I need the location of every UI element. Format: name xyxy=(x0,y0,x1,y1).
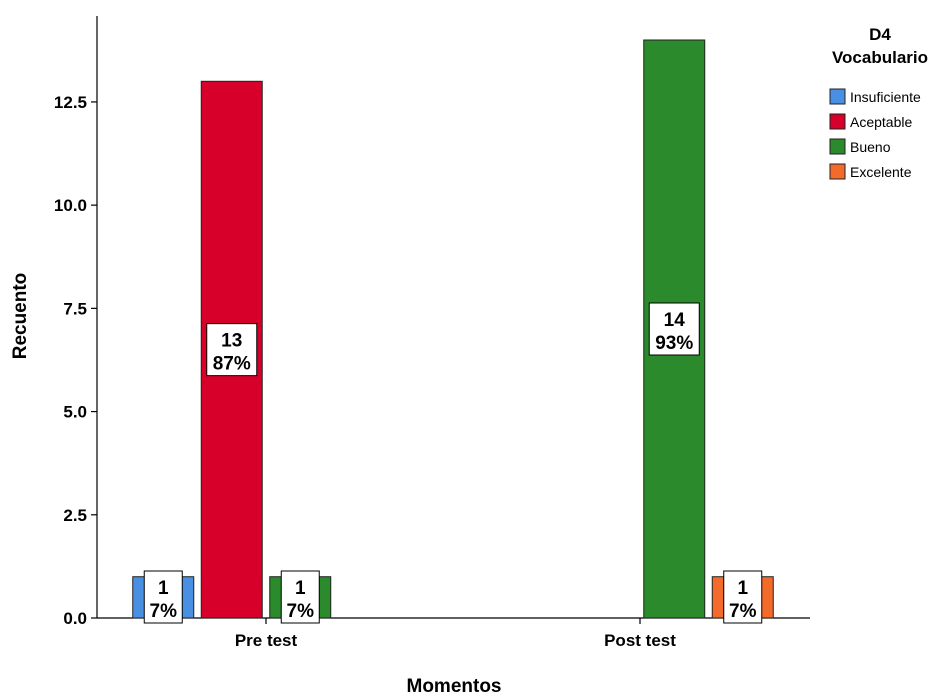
y-tick-label: 0.0 xyxy=(63,609,87,628)
legend-label-insuficiente: Insuficiente xyxy=(850,89,921,105)
y-tick-label: 2.5 xyxy=(63,506,87,525)
legend-swatch-aceptable xyxy=(829,113,846,130)
legend-swatch-insuficiente xyxy=(829,88,846,105)
data-label-count: 14 xyxy=(664,310,686,331)
x-ticks: Pre test Post test xyxy=(235,618,676,650)
y-tick-label: 7.5 xyxy=(63,299,87,318)
data-label-count: 13 xyxy=(221,331,242,352)
data-label-count: 1 xyxy=(158,578,169,599)
legend: D4 Vocabulario Insuficiente Aceptable Buen… xyxy=(829,25,928,180)
data-label-box xyxy=(648,302,700,356)
legend-label-aceptable: Aceptable xyxy=(850,114,912,130)
data-label-count: 1 xyxy=(295,578,306,599)
data-label-count: 1 xyxy=(737,578,748,599)
y-tick-label: 5.0 xyxy=(63,403,87,422)
legend-title-line2: Vocabulario xyxy=(832,48,928,67)
y-axis-label: Recuento xyxy=(10,273,31,360)
data-label-box xyxy=(280,570,320,624)
data-label-percent: 7% xyxy=(729,601,757,622)
x-tick-label: Post test xyxy=(604,631,676,650)
data-label-percent: 87% xyxy=(213,354,251,375)
y-ticks: 0.0 2.5 5.0 7.5 10.0 12.5 xyxy=(54,93,97,628)
x-axis-label: Momentos xyxy=(407,676,502,697)
y-tick-label: 12.5 xyxy=(54,93,87,112)
legend-label-bueno: Bueno xyxy=(850,139,891,155)
legend-swatch-bueno xyxy=(829,138,846,155)
x-tick-label: Pre test xyxy=(235,631,298,650)
legend-label-excelente: Excelente xyxy=(850,164,912,180)
data-label-percent: 7% xyxy=(150,601,178,622)
data-label-box xyxy=(143,570,183,624)
data-label-percent: 7% xyxy=(287,601,315,622)
data-label-box xyxy=(206,323,258,377)
legend-title-line1: D4 xyxy=(869,25,891,44)
data-label-percent: 93% xyxy=(655,333,693,354)
data-label-box xyxy=(723,570,763,624)
y-tick-label: 10.0 xyxy=(54,196,87,215)
legend-swatch-excelente xyxy=(829,163,846,180)
